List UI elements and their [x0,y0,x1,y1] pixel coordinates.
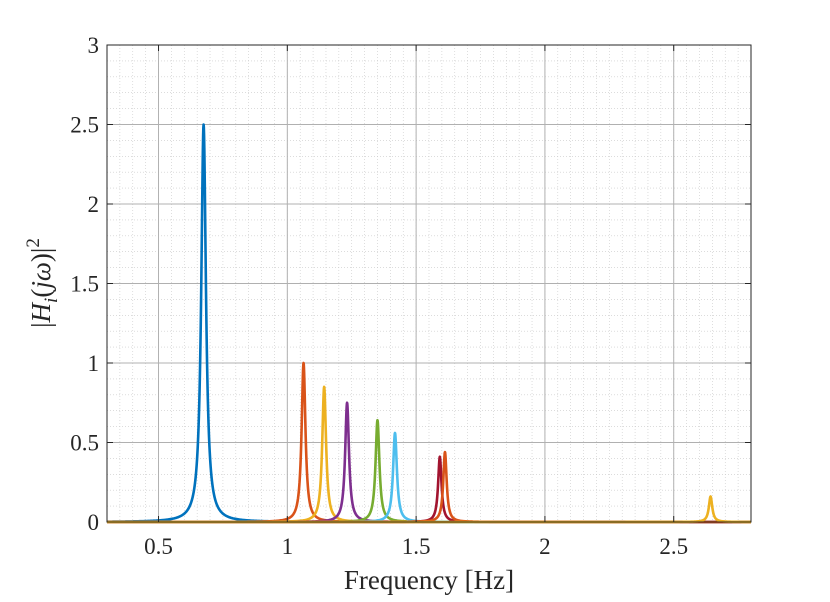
y-axis-title-subscript: i [41,298,62,303]
y-axis-title-bar-open: | [26,322,56,327]
x-tick-label: 0.5 [144,534,173,559]
y-axis-title: |Hi(jω)|2 [23,238,62,328]
x-tick-label: 1.5 [402,534,431,559]
y-tick-label: 3 [88,33,100,58]
x-tick-label: 2.5 [659,534,688,559]
y-axis-title-j: j [26,281,56,292]
y-tick-label: 1.5 [70,272,99,297]
y-tick-label: 0 [88,510,100,535]
y-axis-title-paren-open: ( [26,289,56,298]
x-axis-title: Frequency [Hz] [344,565,514,595]
y-axis-title-omega: ω [26,262,56,281]
y-tick-label: 0.5 [70,431,99,456]
y-tick-label: 2.5 [70,113,99,138]
x-axis-ticks: 0.5 1 1.5 2 2.5 [144,45,688,559]
y-axis-title-h: H [26,301,56,323]
x-tick-label: 2 [539,534,551,559]
y-axis-title-paren-close: )| [26,248,56,262]
y-axis-ticks: 0 0.5 1 1.5 2 2.5 3 [70,33,751,535]
x-tick-label: 1 [282,534,294,559]
y-axis-title-superscript: 2 [23,238,44,248]
y-tick-label: 1 [88,351,100,376]
y-tick-label: 2 [88,192,100,217]
